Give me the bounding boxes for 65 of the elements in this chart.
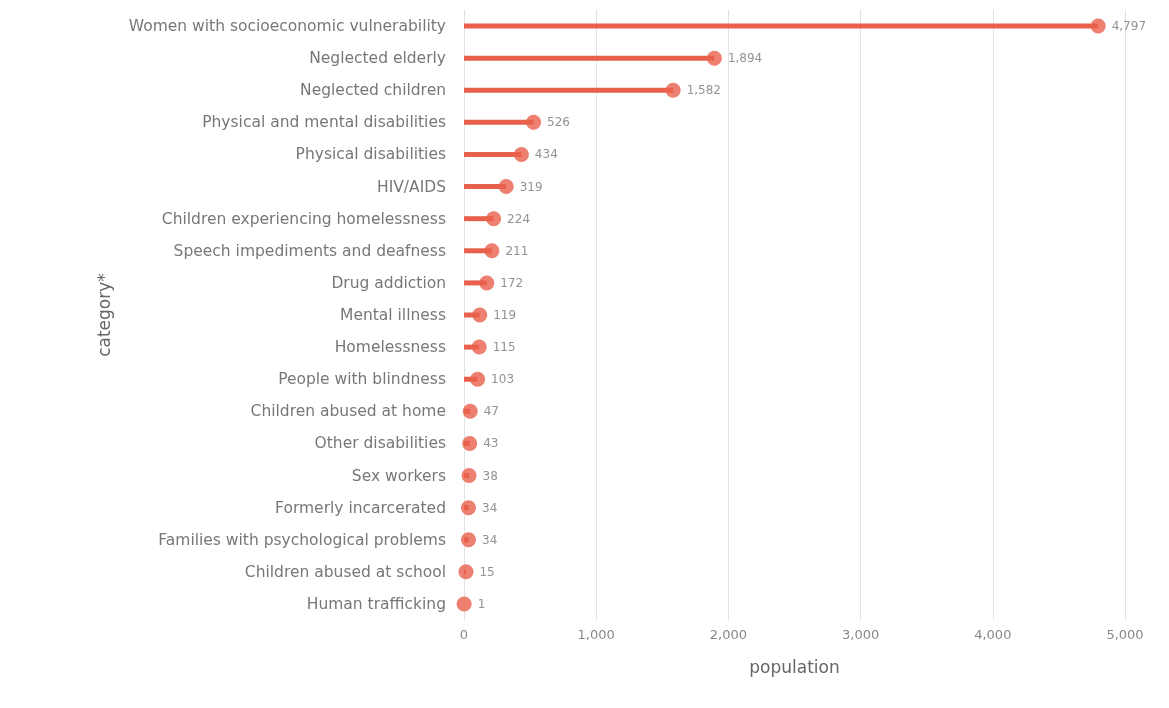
x-tick-label: 0 bbox=[459, 627, 469, 642]
x-tick-label: 1,000 bbox=[577, 627, 615, 642]
point bbox=[479, 275, 495, 291]
data-label: 1 bbox=[477, 596, 486, 611]
y-tick-label: HIV/AIDS bbox=[376, 177, 446, 196]
point bbox=[462, 435, 478, 451]
point bbox=[462, 403, 478, 419]
y-tick-label: Speech impediments and deafness bbox=[173, 241, 446, 260]
point bbox=[461, 468, 477, 484]
y-tick-label: Human trafficking bbox=[306, 594, 446, 613]
data-label: 34 bbox=[481, 500, 498, 515]
y-tick-label: Children experiencing homelessness bbox=[161, 209, 446, 228]
data-label: 47 bbox=[483, 404, 499, 419]
point bbox=[472, 307, 488, 323]
data-label: 119 bbox=[493, 308, 517, 322]
data-label: 526 bbox=[547, 115, 570, 130]
y-tick-label: Other disabilities bbox=[314, 434, 446, 453]
y-tick-label: Physical and mental disabilities bbox=[202, 113, 446, 132]
point bbox=[706, 50, 722, 66]
point bbox=[1090, 18, 1106, 34]
y-tick-label: Mental illness bbox=[340, 306, 446, 324]
data-label: 172 bbox=[500, 275, 524, 290]
x-tick-label: 4,000 bbox=[974, 627, 1012, 642]
y-tick-label: People with blindness bbox=[278, 370, 446, 389]
y-tick-label: Homelessness bbox=[334, 338, 446, 357]
y-tick-label: Formerly incarcerated bbox=[275, 498, 446, 517]
data-label: 103 bbox=[491, 372, 515, 387]
point bbox=[470, 371, 486, 387]
x-axis-title: population bbox=[749, 656, 840, 677]
data-label: 4,797 bbox=[1111, 19, 1147, 34]
point bbox=[665, 82, 681, 98]
y-axis-title: category* bbox=[93, 273, 114, 357]
point bbox=[458, 564, 474, 580]
y-tick-label: Children abused at home bbox=[250, 402, 446, 421]
y-tick-label: Children abused at school bbox=[244, 562, 446, 581]
data-label: 15 bbox=[479, 564, 495, 579]
y-tick-label: Physical disabilities bbox=[295, 145, 446, 164]
x-tick-label: 5,000 bbox=[1106, 627, 1144, 642]
point bbox=[486, 211, 502, 227]
y-tick-label: Drug addiction bbox=[331, 273, 446, 292]
point bbox=[526, 114, 542, 130]
data-label: 434 bbox=[534, 147, 558, 162]
data-label: 115 bbox=[492, 340, 516, 355]
data-label: 224 bbox=[507, 211, 531, 226]
data-label: 319 bbox=[519, 179, 543, 194]
data-label: 211 bbox=[505, 243, 529, 258]
data-label: 34 bbox=[481, 532, 498, 547]
y-tick-label: Women with socioeconomic vulnerability bbox=[128, 17, 446, 36]
y-tick-label: Families with psychological problems bbox=[158, 530, 446, 549]
point bbox=[498, 179, 514, 195]
data-label: 43 bbox=[483, 436, 499, 451]
point bbox=[484, 243, 500, 259]
x-tick-label: 2,000 bbox=[709, 627, 748, 642]
point bbox=[461, 532, 476, 548]
point bbox=[461, 500, 476, 516]
data-label: 38 bbox=[482, 468, 498, 483]
y-tick-label: Neglected elderly bbox=[309, 49, 446, 68]
point bbox=[471, 339, 487, 355]
point bbox=[513, 146, 529, 162]
x-tick-label: 3,000 bbox=[841, 627, 880, 642]
point bbox=[456, 596, 472, 612]
y-tick-label: Sex workers bbox=[351, 466, 446, 485]
y-tick-label: Neglected children bbox=[300, 81, 446, 100]
data-label: 1,582 bbox=[686, 83, 721, 98]
data-label: 1,894 bbox=[727, 51, 763, 66]
